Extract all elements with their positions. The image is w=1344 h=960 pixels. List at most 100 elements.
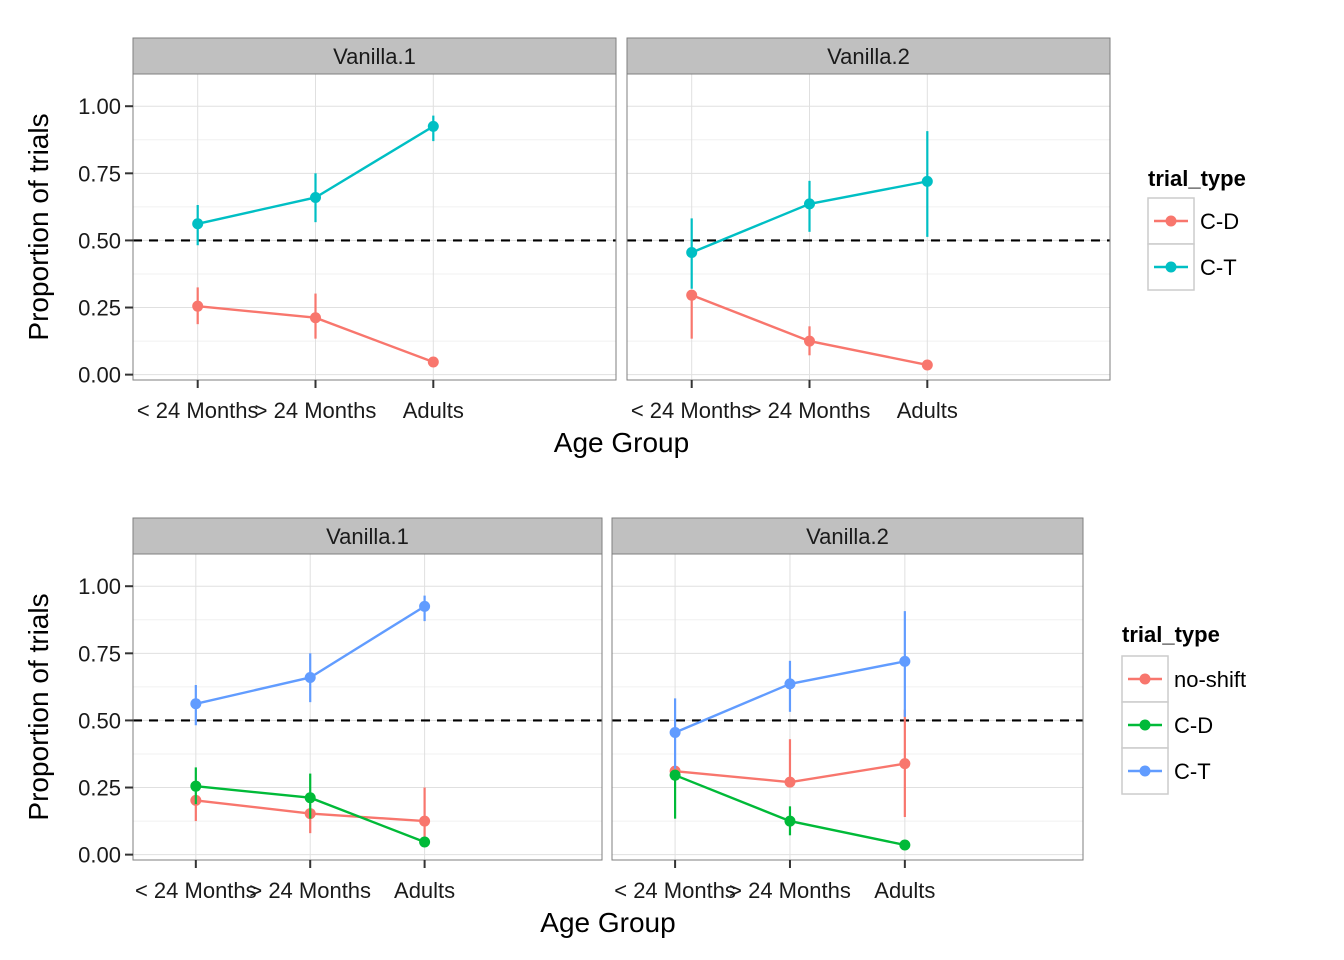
data-point — [784, 678, 796, 690]
y-tick-label: 0.00 — [78, 843, 121, 868]
legend-item: C-D — [1147, 197, 1239, 245]
x-tick-label: Adults — [897, 398, 958, 423]
data-point — [190, 698, 202, 710]
x-tick-label: > 24 Months — [749, 398, 871, 423]
facet-label: Vanilla.1 — [333, 44, 416, 69]
data-point — [804, 335, 816, 347]
x-axis-title: Age Group — [554, 427, 689, 458]
x-tick-label: < 24 Months — [135, 878, 257, 903]
y-axis-title: Proportion of trials — [23, 593, 54, 820]
data-point — [310, 191, 322, 203]
data-point — [686, 289, 698, 301]
series-C-T — [669, 611, 911, 769]
y-tick-label: 1.00 — [78, 94, 121, 119]
y-tick-label: 0.75 — [78, 641, 121, 666]
data-point — [192, 300, 204, 312]
x-tick-label: Adults — [403, 398, 464, 423]
panel-background — [133, 74, 616, 380]
legend-label: no-shift — [1174, 667, 1246, 692]
legend-key-point — [1139, 673, 1151, 685]
panel-border — [611, 553, 1084, 861]
data-point — [899, 758, 911, 770]
legend-label: C-D — [1174, 713, 1213, 738]
data-point — [427, 120, 439, 132]
y-tick-label: 0.50 — [78, 708, 121, 733]
y-tick-label: 0.25 — [78, 776, 121, 801]
x-tick-label: > 24 Months — [249, 878, 371, 903]
x-tick-label: Adults — [394, 878, 455, 903]
chart-1: Vanilla.1< 24 Months> 24 Months AdultsVan… — [23, 37, 1246, 458]
legend-label: C-D — [1200, 209, 1239, 234]
x-axis-title: Age Group — [540, 907, 675, 938]
legend-item: C-T — [1147, 243, 1237, 291]
x-tick-label: > 24 Months — [255, 398, 377, 423]
chart-2: Vanilla.1< 24 Months> 24 Months AdultsVan… — [23, 517, 1246, 938]
series-C-D — [669, 769, 911, 851]
series-C-D — [192, 287, 439, 368]
data-point — [304, 671, 316, 683]
legend-label: C-T — [1174, 759, 1211, 784]
x-tick-label: Adults — [874, 878, 935, 903]
data-point — [804, 198, 816, 210]
series-no-shift — [669, 709, 911, 818]
data-point — [192, 218, 204, 230]
legend-item: no-shift — [1121, 655, 1246, 703]
legend-item: C-D — [1121, 701, 1213, 749]
facet-panel: Vanilla.2 < 24 Months> 24 Months Adults — [626, 37, 1111, 423]
data-point — [669, 727, 681, 738]
y-tick-label: 0.75 — [78, 161, 121, 186]
y-tick-label: 0.00 — [78, 363, 121, 388]
facet-panel: Vanilla.1 < 24 Months> 24 Months Adults — [132, 37, 617, 423]
legend-label: C-T — [1200, 255, 1237, 280]
legend: trial_type C-D C-T — [1147, 166, 1246, 291]
x-tick-label: < 24 Months — [614, 878, 736, 903]
panel-border — [626, 73, 1111, 381]
panel-border — [132, 553, 603, 861]
legend-item: C-T — [1121, 747, 1211, 795]
data-point — [784, 776, 796, 788]
series-C-T — [686, 131, 933, 289]
facet-strip — [626, 37, 1111, 75]
facet-panel: Vanilla.2 < 24 Months> 24 Months Adults — [611, 517, 1084, 903]
data-point — [899, 839, 911, 851]
data-point — [921, 175, 933, 187]
y-tick-label: 0.50 — [78, 228, 121, 253]
panel-background — [612, 554, 1083, 860]
data-point — [427, 356, 439, 368]
series-C-T — [190, 595, 431, 726]
x-tick-label: < 24 Months — [137, 398, 259, 423]
facet-label: Vanilla.2 — [806, 524, 889, 549]
data-point — [310, 312, 322, 324]
x-tick-label: < 24 Months — [631, 398, 753, 423]
legend-key-point — [1139, 719, 1151, 731]
facet-label: Vanilla.2 — [827, 44, 910, 69]
series-C-D — [190, 767, 431, 848]
facet-strip — [132, 517, 603, 555]
data-point — [669, 769, 681, 781]
panel-background — [627, 74, 1110, 380]
y-tick-label: 1.00 — [78, 574, 121, 599]
y-axis-title: Proportion of trials — [23, 113, 54, 340]
x-tick-label: > 24 Months — [729, 878, 851, 903]
panel-background — [133, 554, 602, 860]
series-C-D — [686, 289, 933, 371]
legend-title: trial_type — [1122, 622, 1220, 647]
data-point — [686, 247, 698, 258]
data-point — [921, 359, 933, 371]
data-point — [784, 815, 796, 827]
data-point — [190, 780, 202, 792]
y-tick-label: 0.25 — [78, 296, 121, 321]
data-point — [419, 815, 431, 827]
facet-panel: Vanilla.1 < 24 Months> 24 Months Adults — [132, 517, 603, 903]
legend-key-point — [1165, 215, 1177, 227]
legend-title: trial_type — [1148, 166, 1246, 191]
legend-key-point — [1139, 765, 1151, 777]
series-C-T — [192, 115, 439, 246]
data-point — [304, 792, 316, 804]
facet-label: Vanilla.1 — [326, 524, 409, 549]
legend-key-point — [1165, 261, 1177, 273]
data-point — [419, 836, 431, 848]
data-point — [899, 655, 911, 667]
data-point — [419, 600, 431, 612]
